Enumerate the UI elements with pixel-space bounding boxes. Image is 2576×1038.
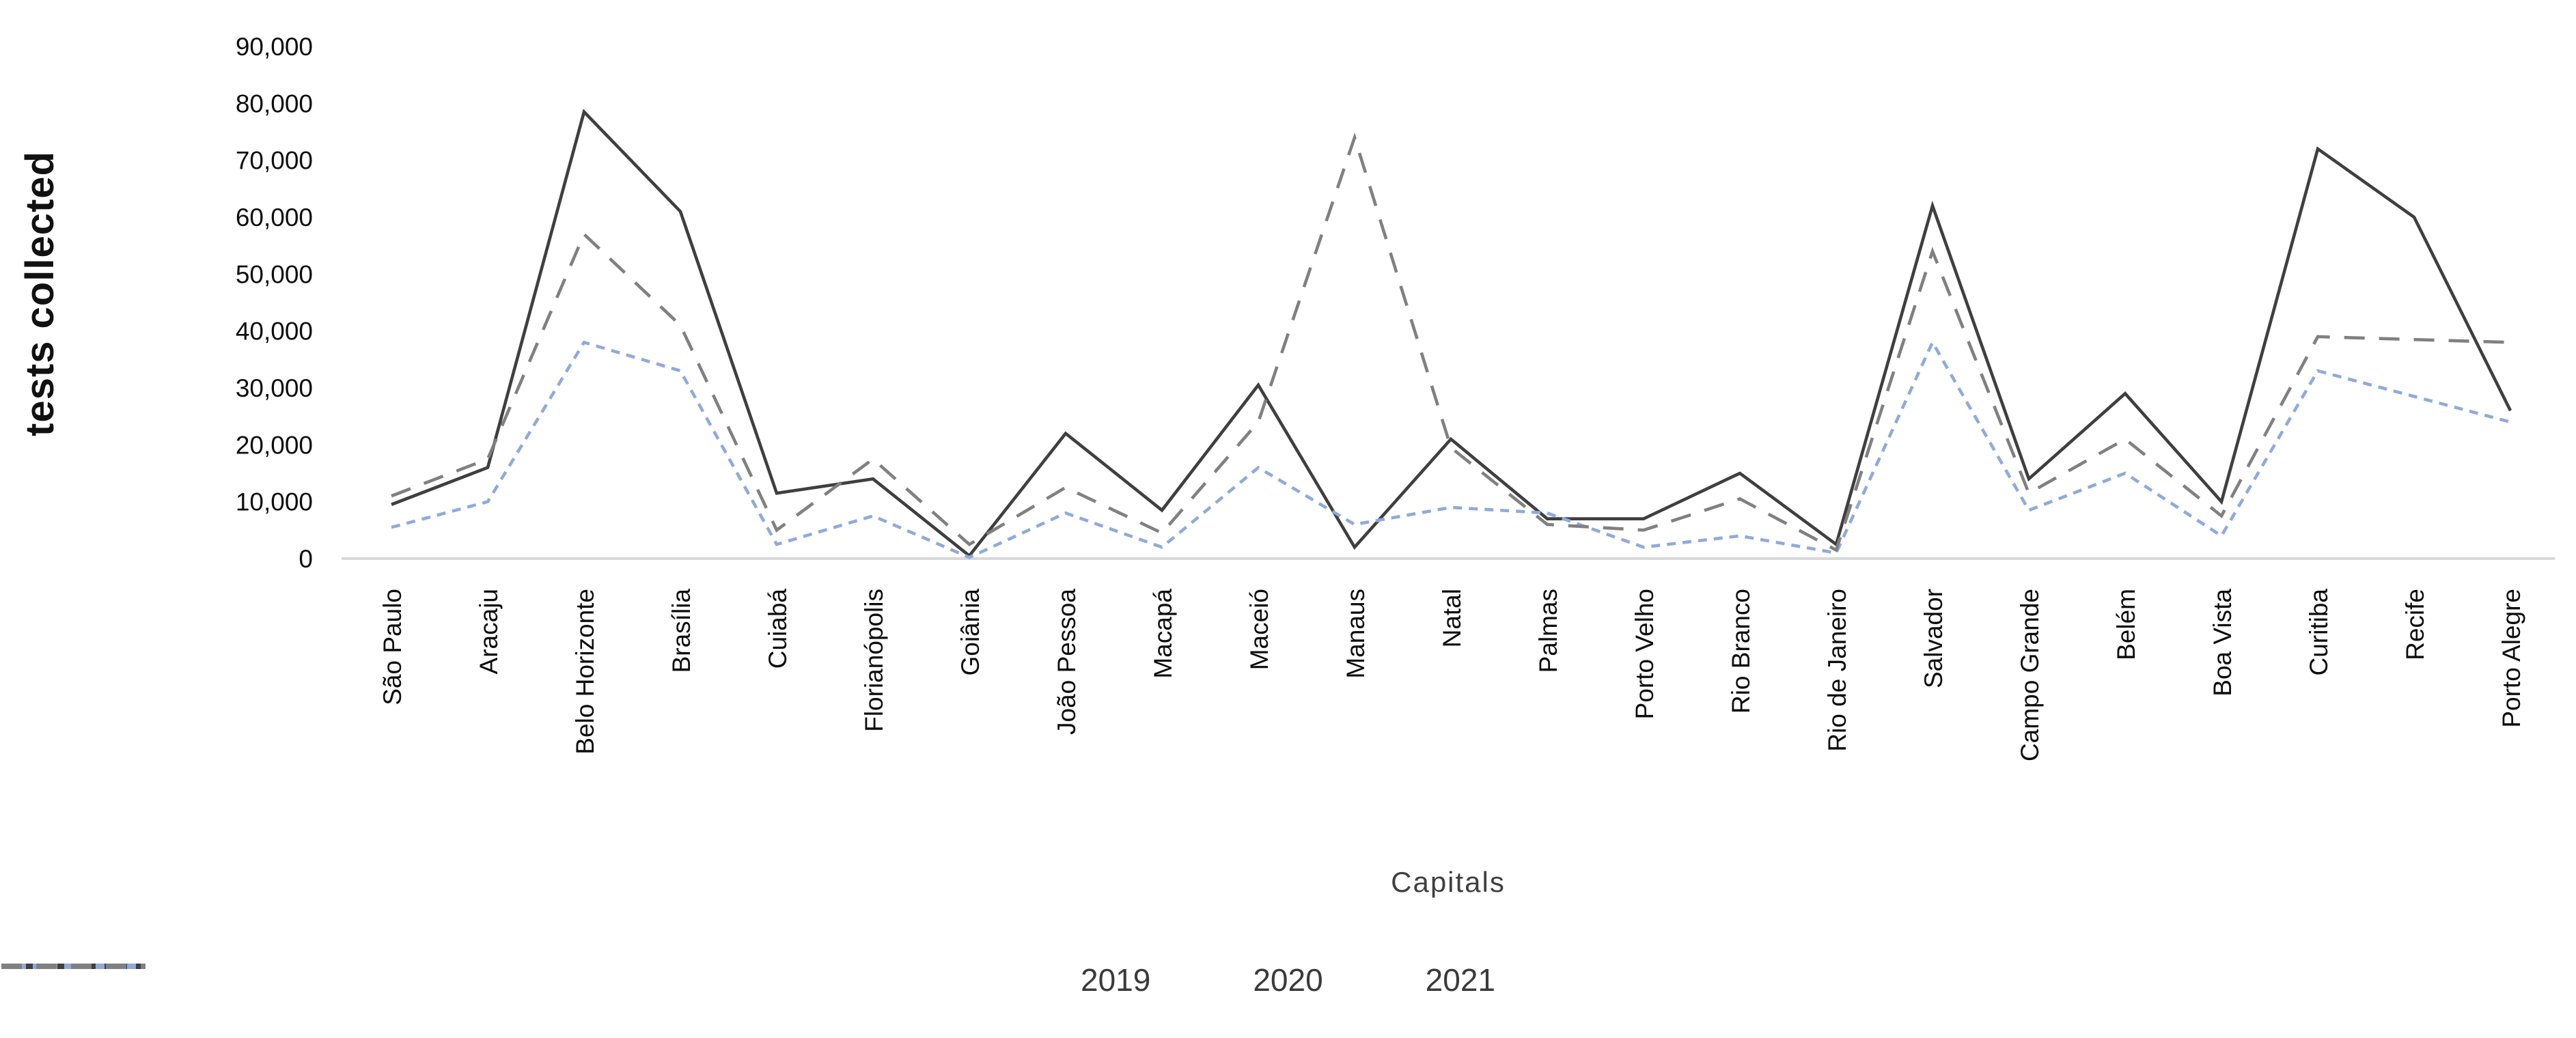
x-tick-label: João Pessoa <box>1053 589 1081 735</box>
x-tick-label: Goiânia <box>956 589 984 676</box>
legend-item-2021: 2021 <box>1 962 1496 998</box>
y-tick-label: 90,000 <box>236 33 313 61</box>
x-tick-label: Belém <box>2112 589 2140 660</box>
x-tick-label: Manaus <box>1342 589 1370 679</box>
legend-line-sample-2020 <box>1 964 146 969</box>
legend-line-sample-2021 <box>1 964 146 969</box>
x-tick-label: Rio de Janeiro <box>1823 589 1851 752</box>
x-tick-label: Salvador <box>1920 589 1948 688</box>
x-tick-label: São Paulo <box>378 589 406 705</box>
series-line-2019 <box>391 109 2512 559</box>
legend-label-2020: 2020 <box>1253 962 1323 998</box>
y-tick-label: 0 <box>299 545 313 573</box>
y-axis-title: tests collected <box>18 151 62 436</box>
y-tick-label: 60,000 <box>236 204 313 232</box>
x-tick-label: Belo Horizonte <box>571 589 599 755</box>
y-tick-label: 80,000 <box>236 89 313 117</box>
x-tick-label: Recife <box>2401 589 2429 660</box>
legend-item-2019: 2019 <box>1 962 1151 998</box>
x-tick-label: Palmas <box>1534 589 1562 673</box>
legend-label-2019: 2019 <box>1080 962 1151 998</box>
x-tick-label: Curitiba <box>2305 589 2333 676</box>
x-tick-label: Campo Grande <box>2016 589 2044 761</box>
y-tick-label: 70,000 <box>236 147 313 175</box>
x-tick-label: Cuiabá <box>764 589 792 669</box>
y-tick-label: 40,000 <box>236 318 313 346</box>
series-line-2020 <box>391 339 2511 559</box>
x-tick-label: Natal <box>1438 589 1466 647</box>
x-tick-label: Florianópolis <box>860 589 888 732</box>
chart-legend: 2019 2020 2021 <box>0 962 2576 998</box>
x-axis-title: Capitals <box>1391 866 1506 898</box>
series-line-2021 <box>391 132 2511 552</box>
y-tick-label: 30,000 <box>236 374 313 402</box>
x-tick-label: Porto Alegre <box>2497 589 2525 728</box>
y-tick-label: 10,000 <box>236 488 313 516</box>
legend-label-2021: 2021 <box>1425 962 1496 998</box>
x-tick-label: Rio Branco <box>1727 589 1755 714</box>
x-tick-label: Maceió <box>1245 589 1273 670</box>
x-tick-label: Porto Velho <box>1631 589 1659 719</box>
y-tick-label: 50,000 <box>236 260 313 288</box>
x-tick-label: Boa Vista <box>2208 589 2236 697</box>
x-tick-label: Macapá <box>1149 589 1177 679</box>
x-tick-label: Brasília <box>667 589 695 673</box>
x-tick-label: Aracaju <box>475 589 503 674</box>
y-tick-label: 20,000 <box>236 431 313 459</box>
legend-item-2020: 2020 <box>1 962 1323 998</box>
